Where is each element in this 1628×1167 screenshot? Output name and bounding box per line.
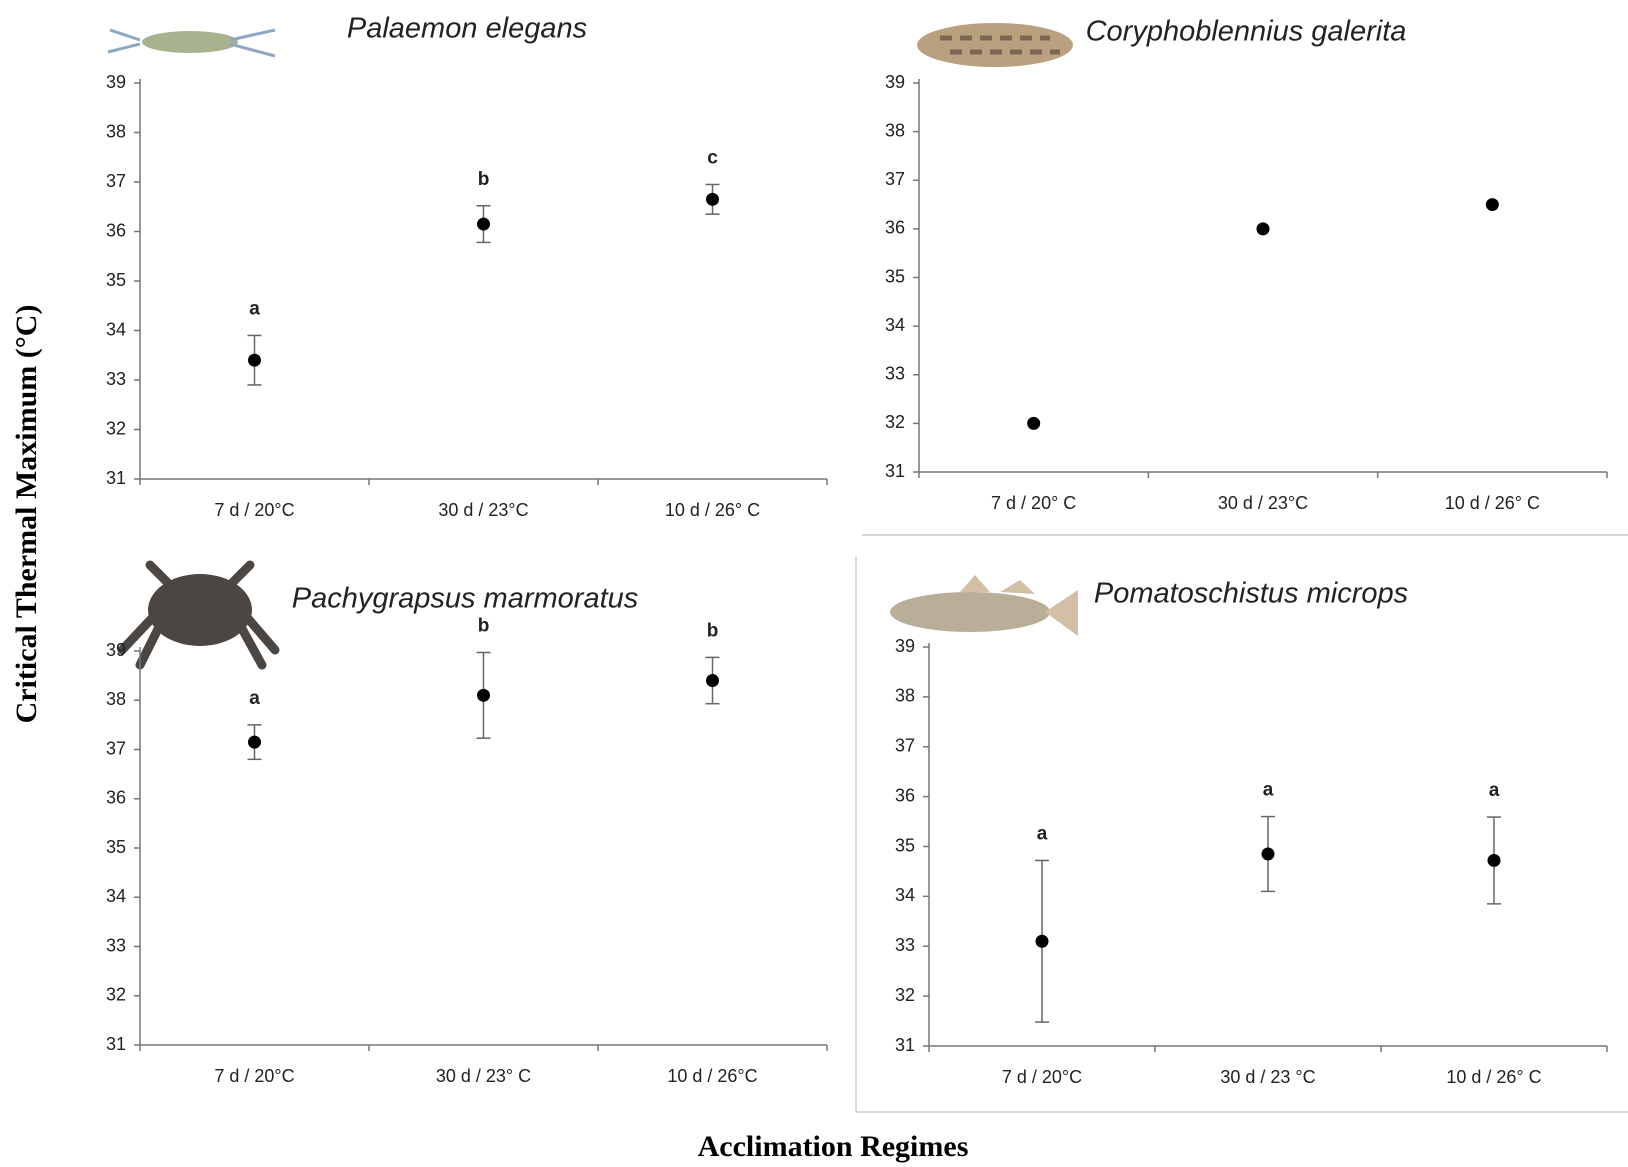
x-tick-label: 30 d / 23° C: [436, 1066, 531, 1086]
y-tick-label: 31: [106, 1034, 126, 1054]
panel: Coryphoblennius galerita 31 32 33 34 35 36 37 38…: [885, 16, 1608, 513]
y-tick-label: 35: [895, 835, 915, 855]
x-axis-title: Acclimation Regimes: [698, 1130, 969, 1163]
x-tick-label: 7 d / 20°C: [214, 1066, 294, 1086]
y-tick-label: 35: [885, 266, 905, 286]
significance-letter: b: [707, 620, 719, 641]
y-tick-label: 31: [885, 461, 905, 481]
x-tick-label: 10 d / 26°C: [667, 1066, 757, 1086]
y-tick-label: 33: [885, 364, 905, 384]
y-tick-label: 33: [106, 935, 126, 955]
y-tick-label: 34: [885, 315, 905, 335]
panel-title: Coryphoblennius galerita: [1086, 16, 1407, 48]
x-tick-label: 7 d / 20°C: [214, 500, 294, 520]
y-tick-label: 34: [106, 886, 126, 906]
y-tick-label: 39: [895, 636, 915, 656]
y-tick-label: 36: [106, 220, 126, 240]
data-point: [706, 674, 719, 688]
significance-letter: b: [478, 615, 490, 636]
x-tick-label: 10 d / 26° C: [1445, 493, 1540, 513]
y-tick-label: 39: [885, 72, 905, 92]
y-tick-label: 38: [885, 120, 905, 140]
y-tick-label: 37: [106, 738, 126, 758]
significance-letter: a: [249, 298, 260, 319]
panel: Pomatoschistus microps 31 32 33 34 35 36 37 38 39…: [895, 578, 1608, 1087]
blenny-icon: [917, 23, 1073, 67]
data-point: [477, 217, 490, 231]
y-tick-label: 36: [106, 788, 126, 808]
y-tick-label: 34: [895, 885, 915, 905]
y-tick-label: 33: [895, 935, 915, 955]
significance-letter: a: [1263, 780, 1274, 801]
shrimp-icon: [107, 28, 276, 58]
x-tick-label: 10 d / 26° C: [665, 500, 760, 520]
y-tick-label: 31: [895, 1035, 915, 1055]
data-point: [1256, 222, 1270, 236]
y-tick-label: 37: [885, 169, 905, 189]
y-tick-label: 36: [895, 785, 915, 805]
x-tick-label: 7 d / 20°C: [1002, 1067, 1082, 1087]
data-point: [477, 688, 490, 702]
y-tick-label: 35: [106, 837, 126, 857]
data-point: [248, 353, 261, 367]
data-point: [248, 735, 261, 749]
crab-icon: [117, 560, 280, 670]
significance-letter: b: [478, 169, 490, 190]
panel-title: Pachygrapsus marmoratus: [292, 583, 639, 615]
significance-letter: a: [249, 688, 260, 709]
y-tick-label: 38: [106, 121, 126, 141]
significance-letter: a: [1037, 823, 1048, 844]
x-tick-label: 30 d / 23°C: [438, 500, 528, 520]
data-point: [1487, 853, 1501, 867]
data-point: [1261, 847, 1275, 861]
goby-icon: [890, 575, 1078, 636]
x-tick-label: 30 d / 23 °C: [1220, 1067, 1315, 1087]
y-tick-label: 32: [106, 985, 126, 1005]
significance-letter: a: [1489, 780, 1500, 801]
y-tick-label: 35: [106, 270, 126, 290]
y-tick-label: 36: [885, 218, 905, 238]
x-tick-label: 30 d / 23°C: [1218, 493, 1308, 513]
data-point: [1485, 198, 1499, 212]
panel: Pachygrapsus marmoratus 31 32 33 34 35 36 37 38 3…: [106, 583, 828, 1086]
data-point: [1035, 934, 1049, 948]
panel-title: Pomatoschistus microps: [1094, 578, 1408, 610]
significance-letter: c: [707, 147, 718, 168]
data-point: [1027, 416, 1041, 430]
data-point: [706, 192, 719, 206]
y-tick-label: 32: [106, 418, 126, 438]
y-tick-label: 38: [106, 689, 126, 709]
y-axis-title: Critical Thermal Maximum (°C): [10, 305, 43, 724]
x-tick-label: 7 d / 20° C: [991, 493, 1076, 513]
y-tick-label: 37: [895, 736, 915, 756]
y-tick-label: 31: [106, 468, 126, 488]
y-tick-label: 33: [106, 369, 126, 389]
x-tick-label: 10 d / 26° C: [1446, 1067, 1541, 1087]
y-tick-label: 32: [885, 412, 905, 432]
y-tick-label: 34: [106, 319, 126, 339]
y-tick-label: 38: [895, 686, 915, 706]
panel: Palaemon elegans 31 32 33 34 35 36 37 38 39 7 d / …: [106, 13, 828, 520]
y-tick-label: 37: [106, 171, 126, 191]
y-tick-label: 39: [106, 640, 126, 660]
panel-title: Palaemon elegans: [347, 13, 587, 45]
y-tick-label: 39: [106, 72, 126, 92]
y-tick-label: 32: [895, 985, 915, 1005]
